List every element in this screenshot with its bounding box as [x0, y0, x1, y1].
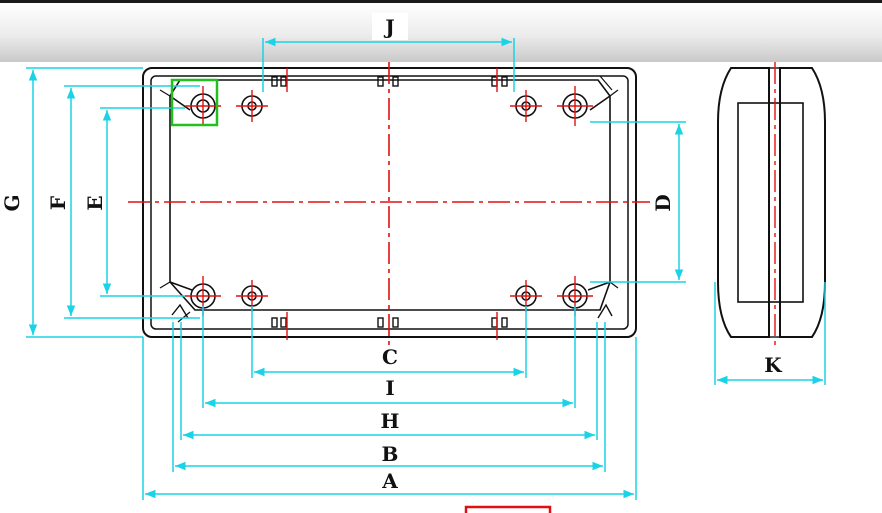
enclosure-side-view — [717, 67, 826, 338]
dim-label-a: A — [381, 469, 398, 493]
cursor-highlight-box[interactable] — [464, 505, 552, 513]
dim-label-e: E — [83, 195, 107, 210]
dim-label-g: G — [0, 194, 24, 211]
dim-label-j: J — [383, 15, 394, 39]
dimension-lines — [26, 37, 826, 500]
dim-label-i: I — [385, 376, 394, 400]
dim-label-d: D — [651, 194, 675, 211]
toolbar-bar — [0, 0, 882, 62]
selection-highlight-box[interactable] — [170, 78, 219, 127]
dim-label-k: K — [764, 353, 782, 377]
dim-label-h: H — [381, 409, 400, 433]
center-lines — [128, 62, 650, 345]
dim-label-b: B — [382, 442, 399, 466]
wall-slots — [271, 76, 508, 328]
dim-label-f: F — [46, 196, 70, 210]
dim-label-c: C — [382, 345, 398, 369]
dim-label-j-box — [372, 13, 408, 40]
